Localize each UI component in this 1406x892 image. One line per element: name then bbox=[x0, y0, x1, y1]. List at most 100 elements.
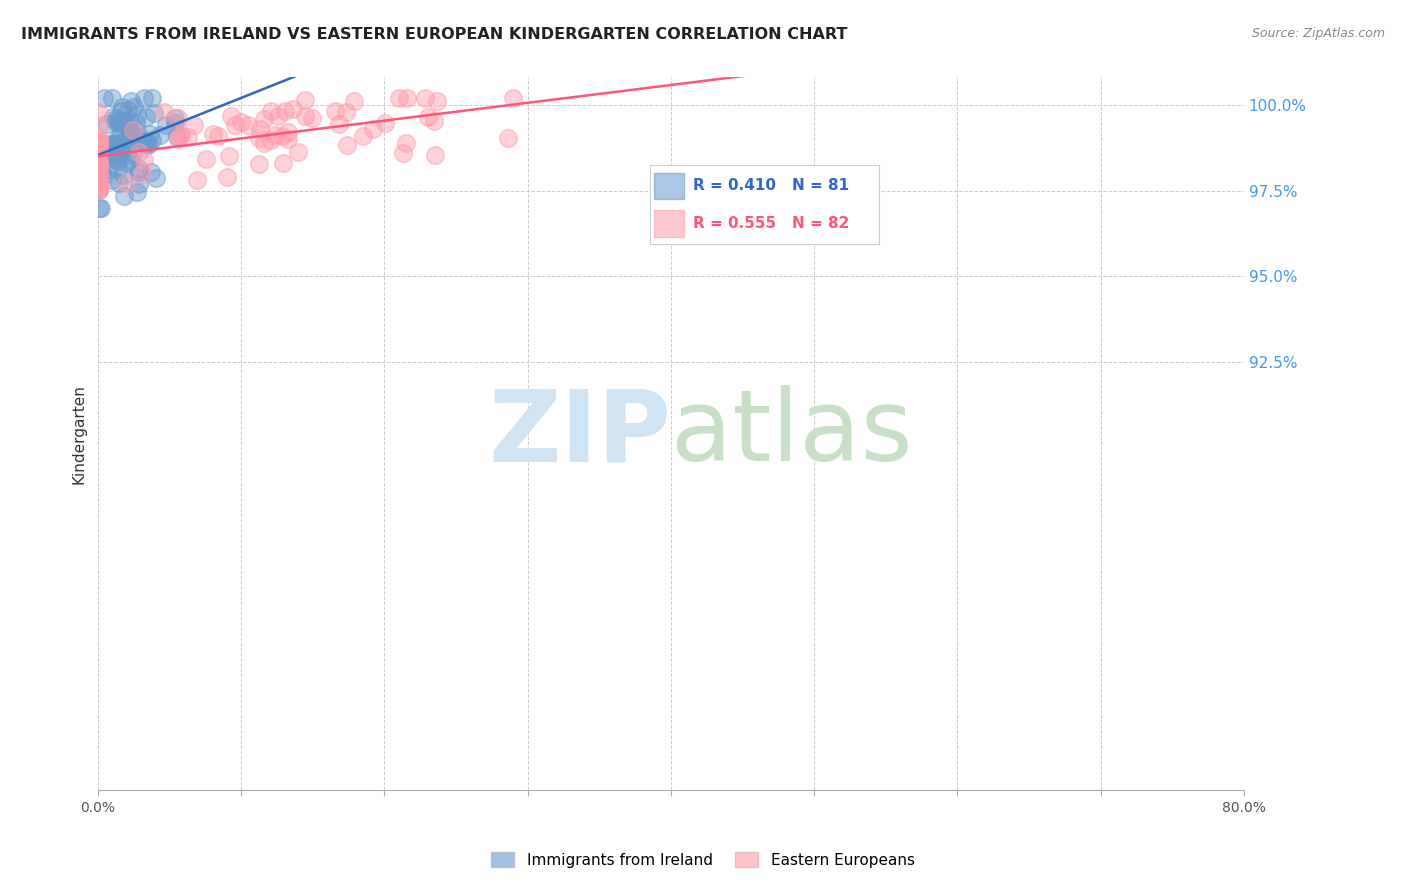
Point bbox=[141, 91, 163, 105]
Point bbox=[131, 135, 153, 149]
Point bbox=[170, 128, 193, 143]
Text: atlas: atlas bbox=[671, 385, 912, 483]
Point bbox=[135, 136, 157, 151]
Point bbox=[110, 146, 132, 161]
Point bbox=[89, 131, 111, 145]
Point bbox=[107, 161, 129, 176]
Point bbox=[155, 118, 177, 132]
Point bbox=[236, 118, 259, 132]
Point bbox=[294, 93, 316, 107]
Point bbox=[142, 105, 165, 120]
Point bbox=[396, 91, 419, 105]
Point bbox=[122, 128, 145, 142]
Point bbox=[149, 128, 172, 142]
Point bbox=[165, 112, 187, 126]
Point bbox=[122, 146, 145, 161]
Point bbox=[118, 113, 141, 128]
Point bbox=[93, 91, 115, 105]
Point bbox=[416, 110, 439, 124]
Point bbox=[89, 143, 111, 157]
Point bbox=[117, 103, 139, 118]
Point bbox=[89, 179, 111, 194]
Point bbox=[122, 100, 145, 114]
Point bbox=[271, 155, 294, 169]
Point bbox=[89, 183, 111, 197]
Text: ZIP: ZIP bbox=[488, 385, 671, 483]
Point bbox=[121, 131, 143, 145]
Text: Source: ZipAtlas.com: Source: ZipAtlas.com bbox=[1251, 27, 1385, 40]
Text: N = 81: N = 81 bbox=[792, 178, 849, 194]
Point bbox=[335, 104, 357, 119]
Point bbox=[343, 95, 366, 109]
Point bbox=[502, 91, 524, 105]
Point bbox=[141, 133, 163, 147]
Point bbox=[136, 138, 159, 153]
Point bbox=[207, 128, 229, 143]
Point bbox=[89, 182, 111, 196]
Point bbox=[264, 128, 287, 143]
Point bbox=[91, 169, 114, 183]
Point bbox=[105, 150, 128, 164]
Point bbox=[90, 201, 112, 215]
Point bbox=[139, 165, 162, 179]
Point bbox=[426, 94, 449, 108]
Point bbox=[413, 91, 436, 105]
Point bbox=[247, 131, 270, 145]
Point bbox=[108, 113, 131, 128]
Point bbox=[105, 114, 128, 128]
Point bbox=[89, 135, 111, 149]
Point bbox=[166, 132, 188, 146]
Point bbox=[89, 154, 111, 169]
Point bbox=[325, 104, 347, 119]
Point bbox=[101, 145, 124, 160]
Point bbox=[128, 145, 150, 159]
Point bbox=[277, 125, 299, 139]
Point bbox=[105, 112, 128, 126]
Point bbox=[89, 136, 111, 151]
FancyBboxPatch shape bbox=[654, 172, 685, 200]
Point bbox=[294, 109, 316, 123]
Point bbox=[97, 148, 120, 162]
Text: R = 0.410: R = 0.410 bbox=[693, 178, 776, 194]
Point bbox=[89, 146, 111, 161]
Point bbox=[127, 186, 149, 200]
Point bbox=[89, 167, 111, 181]
Point bbox=[97, 161, 120, 176]
Point bbox=[97, 137, 120, 152]
Point bbox=[247, 156, 270, 170]
Point bbox=[89, 156, 111, 170]
Point bbox=[218, 149, 240, 163]
Point bbox=[118, 152, 141, 166]
Point bbox=[425, 148, 447, 162]
Point bbox=[260, 104, 283, 119]
Point bbox=[267, 109, 290, 123]
Point bbox=[89, 153, 111, 168]
Point bbox=[103, 152, 125, 166]
Point bbox=[128, 178, 150, 192]
FancyBboxPatch shape bbox=[654, 210, 685, 236]
Point bbox=[195, 152, 218, 166]
Point bbox=[89, 106, 111, 120]
Point bbox=[167, 111, 190, 125]
Point bbox=[89, 170, 111, 185]
Point bbox=[177, 130, 200, 145]
Point bbox=[89, 149, 111, 163]
Point bbox=[110, 128, 132, 142]
Point bbox=[153, 104, 176, 119]
Point bbox=[122, 122, 145, 136]
Point bbox=[90, 148, 112, 162]
Point bbox=[115, 117, 138, 131]
Point bbox=[89, 181, 111, 195]
Point bbox=[127, 164, 149, 178]
Point bbox=[89, 136, 111, 150]
Point bbox=[352, 128, 374, 143]
Point bbox=[336, 138, 359, 153]
Point bbox=[115, 176, 138, 190]
Point bbox=[89, 179, 111, 194]
Point bbox=[374, 116, 396, 130]
Point bbox=[89, 142, 111, 156]
Point bbox=[89, 201, 111, 215]
Point bbox=[89, 145, 111, 159]
Point bbox=[89, 118, 111, 132]
Point bbox=[101, 173, 124, 187]
